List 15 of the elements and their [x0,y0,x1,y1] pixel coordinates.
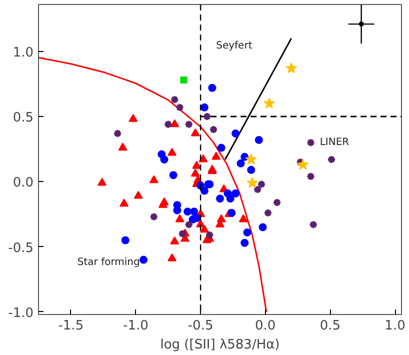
y-tick-label: 0.0 [12,176,34,191]
y-tick-label: -1.0 [8,306,34,321]
y-tick-label: 1.0 [12,45,34,60]
annotation: Star forming [77,256,140,268]
annotation: Seyfert [216,40,252,52]
annotation: LINER [320,137,350,148]
x-tick-label: -1.5 [58,318,84,334]
x-tick-label: -1.0 [123,318,148,334]
x-tick-label: 1.0 [384,318,406,334]
y-tick-label: 0.5 [12,110,34,126]
x-tick-label: 0.5 [320,318,341,334]
x-axis-title: log ([SII] λ583/Hα) [160,338,280,352]
x-tick-label: 0.0 [255,318,276,334]
x-tick-label: -0.5 [188,318,214,334]
y-tick-label: -0.5 [8,240,34,256]
